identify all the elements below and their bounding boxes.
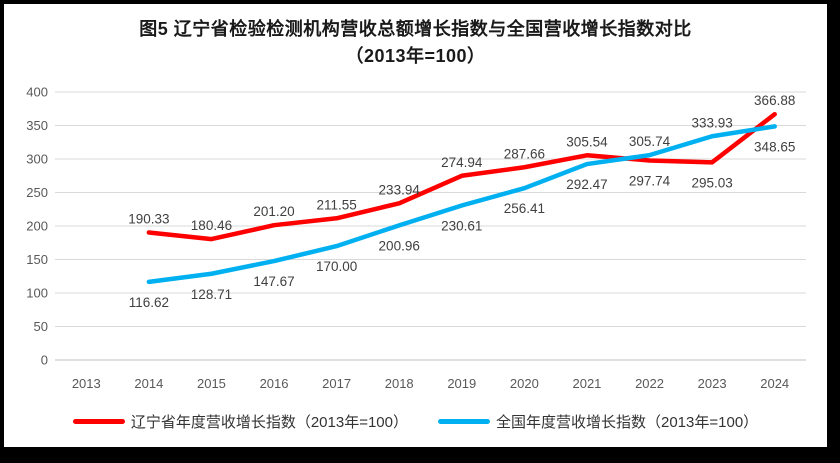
svg-text:2015: 2015	[197, 376, 226, 391]
svg-text:50: 50	[34, 319, 48, 334]
svg-text:190.33: 190.33	[128, 211, 169, 226]
legend-line-swatch-red	[72, 419, 125, 424]
svg-text:150: 150	[26, 252, 48, 267]
svg-text:201.20: 201.20	[253, 204, 294, 219]
svg-text:348.65: 348.65	[754, 139, 795, 154]
chart-legend: 辽宁省年度营收增长指数（2013年=100） 全国年度营收增长指数（2013年=…	[4, 411, 827, 432]
svg-text:233.94: 233.94	[379, 182, 421, 197]
legend-line-swatch-blue	[438, 419, 490, 424]
svg-text:400: 400	[26, 85, 48, 100]
svg-text:250: 250	[26, 185, 48, 200]
y-axis-tick-labels: 0 50 100 150 200 250 300 350 400	[26, 85, 48, 368]
svg-text:2020: 2020	[510, 376, 539, 391]
chart-title: 图5 辽宁省检验检测机构营收总额增长指数与全国营收增长指数对比 （2013年=1…	[4, 16, 827, 70]
svg-text:297.74: 297.74	[629, 174, 671, 189]
svg-text:2023: 2023	[698, 376, 727, 391]
series-line-0	[146, 111, 777, 242]
legend-label-national: 全国年度营收增长指数（2013年=100）	[496, 414, 759, 431]
legend-item-liaoning: 辽宁省年度营收增长指数（2013年=100）	[72, 411, 408, 432]
svg-text:256.41: 256.41	[504, 201, 545, 216]
svg-text:333.93: 333.93	[691, 115, 732, 130]
svg-text:2024: 2024	[760, 376, 789, 391]
gridlines	[55, 91, 806, 361]
svg-text:295.03: 295.03	[691, 175, 732, 190]
svg-text:292.47: 292.47	[566, 177, 607, 192]
svg-text:2014: 2014	[134, 376, 163, 391]
line-chart-plot: 0 50 100 150 200 250 300 350 400 2013 2014 2015 2016…	[26, 85, 806, 391]
svg-text:2016: 2016	[260, 376, 289, 391]
series-data-labels-1: 116.62 128.71 147.67 170.00 200.96 230.61 256.…	[129, 115, 796, 310]
series-line-1	[146, 124, 777, 285]
legend-label-liaoning: 辽宁省年度营收增长指数（2013年=100）	[130, 414, 408, 431]
legend-item-national: 全国年度营收增长指数（2013年=100）	[438, 411, 758, 432]
svg-text:287.66: 287.66	[504, 146, 545, 161]
svg-text:2019: 2019	[447, 376, 476, 391]
svg-text:350: 350	[26, 118, 48, 133]
svg-text:0: 0	[41, 353, 48, 368]
svg-text:305.74: 305.74	[629, 134, 671, 149]
svg-text:116.62: 116.62	[129, 295, 169, 310]
svg-text:300: 300	[26, 152, 48, 167]
svg-text:274.94: 274.94	[441, 155, 483, 170]
svg-text:2021: 2021	[572, 376, 601, 391]
svg-text:2018: 2018	[385, 376, 414, 391]
svg-text:211.55: 211.55	[316, 197, 356, 212]
svg-text:147.67: 147.67	[253, 274, 294, 289]
svg-text:180.46: 180.46	[191, 218, 232, 233]
svg-text:305.54: 305.54	[566, 134, 608, 149]
svg-text:128.71: 128.71	[191, 287, 232, 302]
svg-text:2013: 2013	[72, 376, 101, 391]
svg-text:200.96: 200.96	[379, 238, 420, 253]
svg-text:230.61: 230.61	[441, 218, 482, 233]
x-axis-tick-labels: 2013 2014 2015 2016 2017 2018 2019 2020 2021 2022…	[72, 376, 789, 391]
svg-text:366.88: 366.88	[754, 93, 795, 108]
series-data-labels-0: 190.33 180.46 201.20 211.55 233.94 274.94 287.…	[128, 93, 795, 233]
chart-title-line2: （2013年=100）	[345, 46, 486, 66]
svg-text:200: 200	[26, 219, 48, 234]
svg-text:2017: 2017	[322, 376, 351, 391]
chart-title-line1: 图5 辽宁省检验检测机构营收总额增长指数与全国营收增长指数对比	[139, 19, 692, 39]
svg-text:170.00: 170.00	[316, 259, 357, 274]
svg-text:100: 100	[26, 286, 48, 301]
svg-text:2022: 2022	[635, 376, 664, 391]
